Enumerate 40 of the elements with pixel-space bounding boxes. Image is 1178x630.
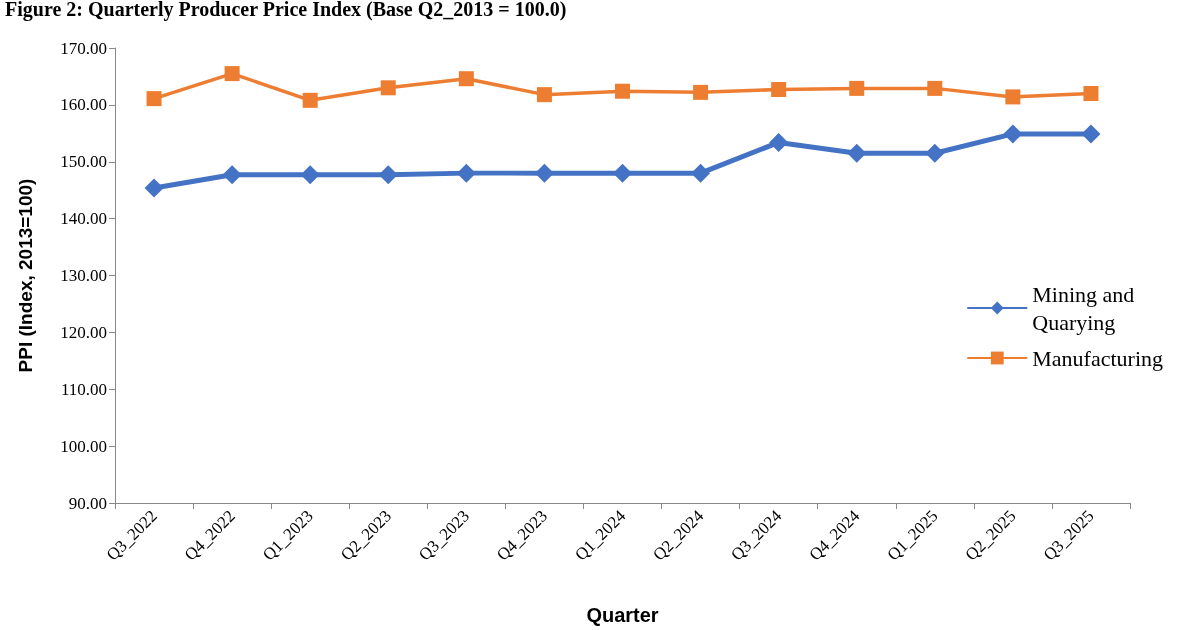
y-tick-label: 90.00	[68, 493, 107, 513]
x-axis-title: Quarter	[586, 604, 659, 626]
point	[1003, 124, 1023, 144]
point	[146, 91, 162, 107]
y-tick-label: 140.00	[60, 209, 107, 229]
point	[224, 66, 240, 82]
legend-label: Mining and Quarying	[1032, 281, 1135, 335]
point	[144, 178, 164, 198]
point	[456, 163, 476, 183]
point	[925, 143, 945, 163]
y-axis-title: PPI (Index, 2013=100)	[15, 178, 36, 373]
y-tick-label: 160.00	[60, 95, 107, 115]
y-tick-label: 110.00	[60, 379, 107, 399]
y-tick-label: 170.00	[60, 38, 107, 58]
y-tick-label: 150.00	[60, 152, 107, 172]
point	[378, 165, 398, 185]
point	[615, 83, 630, 99]
y-tick-label: 120.00	[60, 322, 107, 342]
point	[458, 71, 474, 87]
y-tick-label: 130.00	[60, 266, 107, 285]
point	[849, 80, 865, 96]
point	[302, 92, 318, 108]
point	[691, 163, 711, 183]
legend-label: Manufacturing	[1032, 345, 1163, 371]
point	[1005, 89, 1021, 105]
point	[222, 165, 242, 185]
point	[534, 163, 554, 183]
point	[693, 84, 709, 100]
point	[927, 80, 943, 96]
point	[613, 163, 632, 183]
y-tick-label: 100.00	[60, 436, 107, 456]
point	[536, 87, 552, 103]
point	[769, 132, 789, 152]
point	[300, 165, 320, 185]
point	[380, 80, 396, 96]
point	[847, 143, 867, 163]
point	[1081, 124, 1101, 144]
point	[771, 82, 787, 98]
chart-title: Figure 2: Quarterly Producer Price Index (Base Q2_2013 = 100.0)	[5, 0, 567, 21]
point	[1083, 86, 1099, 101]
